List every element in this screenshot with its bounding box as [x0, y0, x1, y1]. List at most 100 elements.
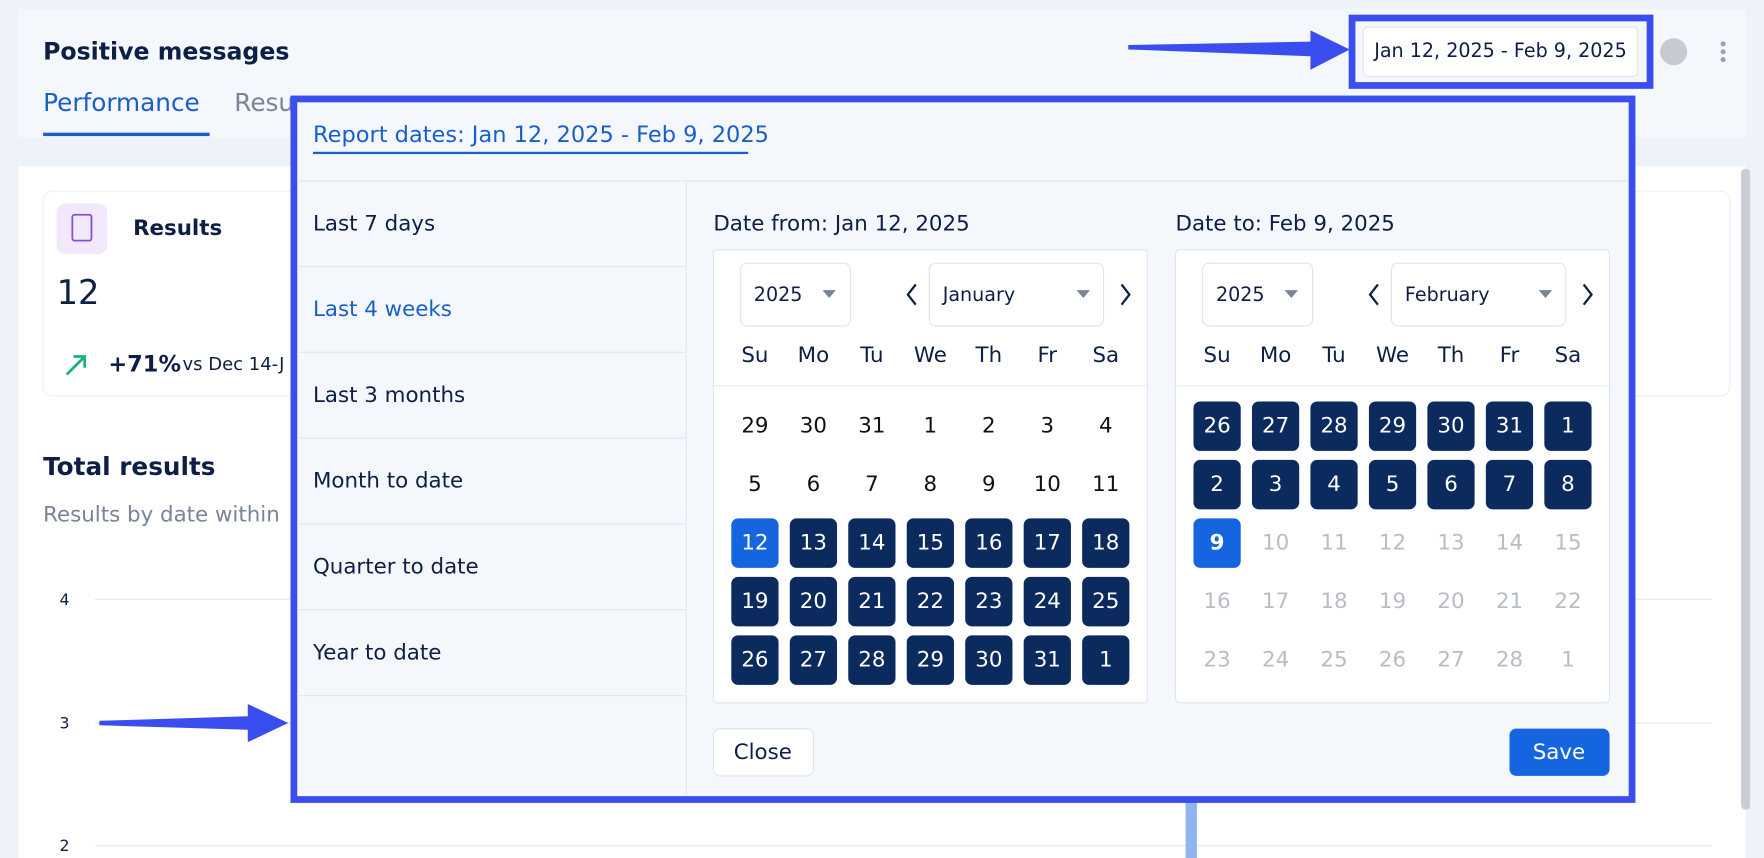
month-select[interactable] [928, 262, 1105, 327]
day[interactable]: 19 [1379, 589, 1406, 614]
preset-option[interactable]: Month to date [313, 469, 463, 494]
day[interactable]: 12 [1379, 531, 1406, 556]
day[interactable]: 6 [807, 472, 821, 497]
day[interactable]: 4 [1099, 414, 1113, 439]
day[interactable]: 1 [1099, 648, 1113, 673]
day[interactable]: 20 [1437, 589, 1464, 614]
next-month[interactable] [1120, 283, 1131, 306]
day[interactable]: 31 [1034, 648, 1061, 673]
day[interactable]: 31 [1496, 414, 1523, 439]
axis-tick: 2 [59, 836, 69, 855]
prev-month[interactable] [906, 283, 917, 306]
arrow [99, 703, 289, 743]
day[interactable]: 22 [1554, 589, 1581, 614]
day[interactable]: 26 [1204, 414, 1231, 439]
day[interactable]: 9 [982, 472, 996, 497]
day[interactable]: 24 [1262, 648, 1289, 673]
day[interactable]: 7 [1503, 472, 1517, 497]
day-highlight [731, 635, 779, 685]
preset-option[interactable]: Year to date [312, 640, 441, 665]
day[interactable]: 15 [917, 531, 944, 556]
day[interactable]: 11 [1092, 472, 1119, 497]
day[interactable]: 29 [917, 648, 944, 673]
day[interactable]: 19 [741, 589, 768, 614]
save-button[interactable] [1509, 728, 1610, 776]
day[interactable]: 13 [800, 531, 827, 556]
close-label: Close [734, 740, 792, 765]
preset-option[interactable]: Quarter to date [313, 554, 479, 579]
day[interactable]: 1 [1561, 414, 1575, 439]
day[interactable]: 30 [800, 414, 827, 439]
day[interactable]: 7 [865, 472, 879, 497]
day[interactable]: 30 [1437, 414, 1464, 439]
weekday: Tu [859, 343, 883, 368]
day[interactable]: 25 [1320, 648, 1347, 673]
day[interactable]: 16 [1204, 589, 1231, 614]
day[interactable]: 10 [1034, 472, 1061, 497]
day[interactable]: 28 [1320, 414, 1347, 439]
day[interactable]: 28 [858, 648, 885, 673]
day[interactable]: 24 [1034, 589, 1061, 614]
day[interactable]: 13 [1437, 531, 1464, 556]
day[interactable]: 17 [1262, 589, 1289, 614]
day[interactable]: 26 [741, 648, 768, 673]
preset-option[interactable]: Last 4 weeks [313, 297, 452, 322]
day[interactable]: 27 [1262, 414, 1289, 439]
day[interactable]: 1 [1561, 648, 1575, 673]
day[interactable]: 27 [1437, 648, 1464, 673]
day[interactable]: 14 [858, 531, 885, 556]
year-select[interactable] [739, 262, 852, 327]
day[interactable]: 21 [1496, 589, 1523, 614]
day[interactable]: 3 [1269, 472, 1283, 497]
tab[interactable]: Resu [234, 88, 294, 117]
day[interactable]: 16 [975, 531, 1002, 556]
more-icon[interactable] [1720, 41, 1726, 63]
day[interactable]: 23 [1204, 648, 1231, 673]
day[interactable]: 18 [1320, 589, 1347, 614]
day[interactable]: 8 [1561, 472, 1575, 497]
day[interactable]: 14 [1496, 531, 1523, 556]
next-month[interactable] [1582, 283, 1593, 306]
day[interactable]: 5 [1386, 472, 1400, 497]
day[interactable]: 29 [741, 414, 768, 439]
info-icon[interactable] [1660, 38, 1688, 66]
day-highlight [789, 576, 838, 627]
day[interactable]: 21 [858, 589, 885, 614]
month-select[interactable] [1390, 262, 1567, 327]
preset-option[interactable]: Last 7 days [313, 211, 435, 236]
day[interactable]: 2 [1210, 472, 1224, 497]
date-range-button[interactable] [1362, 26, 1639, 78]
day[interactable]: 1 [924, 414, 938, 439]
day[interactable]: 4 [1327, 472, 1341, 497]
preset-option[interactable]: Last 3 months [313, 383, 465, 408]
day[interactable]: 25 [1092, 589, 1119, 614]
day[interactable]: 20 [800, 589, 827, 614]
day[interactable]: 23 [975, 589, 1002, 614]
day[interactable]: 5 [748, 472, 762, 497]
day[interactable]: 28 [1496, 648, 1523, 673]
day[interactable]: 8 [924, 472, 938, 497]
day[interactable]: 6 [1444, 472, 1458, 497]
day[interactable]: 22 [917, 589, 944, 614]
day[interactable]: 2 [982, 414, 996, 439]
day[interactable]: 17 [1034, 531, 1061, 556]
day[interactable]: 18 [1092, 531, 1119, 556]
day[interactable]: 31 [858, 414, 885, 439]
day[interactable]: 29 [1379, 414, 1406, 439]
tab[interactable]: Performance [43, 88, 200, 117]
day[interactable]: 30 [975, 648, 1002, 673]
title-underline [312, 151, 749, 155]
prev-month[interactable] [1368, 283, 1379, 306]
day[interactable]: 12 [741, 531, 768, 556]
close-button[interactable] [712, 728, 814, 777]
day[interactable]: 11 [1320, 531, 1347, 556]
day[interactable]: 3 [1041, 414, 1055, 439]
day[interactable]: 10 [1262, 531, 1289, 556]
day-highlight [1193, 518, 1241, 568]
day[interactable]: 9 [1210, 531, 1225, 556]
day[interactable]: 27 [800, 648, 827, 673]
day[interactable]: 15 [1554, 531, 1581, 556]
day[interactable]: 26 [1379, 648, 1406, 673]
year-select[interactable] [1201, 262, 1314, 327]
